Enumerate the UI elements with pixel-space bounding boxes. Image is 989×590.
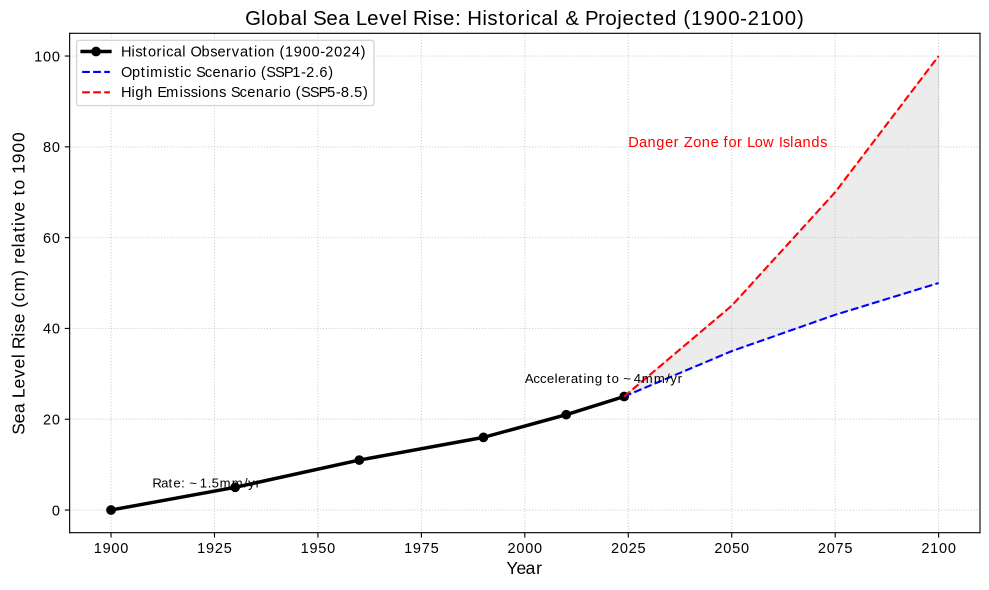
svg-text:2025: 2025 — [611, 541, 646, 557]
svg-text:1925: 1925 — [197, 541, 232, 557]
svg-text:1900: 1900 — [94, 541, 129, 557]
svg-text:Danger Zone for Low Islands: Danger Zone for Low Islands — [628, 135, 827, 151]
svg-text:2000: 2000 — [508, 541, 543, 557]
svg-text:1975: 1975 — [404, 541, 439, 557]
svg-text:80: 80 — [43, 140, 60, 156]
svg-text:2100: 2100 — [921, 541, 956, 557]
svg-text:Global Sea Level Rise: Histori: Global Sea Level Rise: Historical & Proj… — [245, 8, 804, 30]
svg-text:1950: 1950 — [301, 541, 336, 557]
svg-text:Year: Year — [506, 558, 542, 578]
svg-text:60: 60 — [43, 231, 60, 247]
svg-text:Optimistic Scenario (SSP1-2.6): Optimistic Scenario (SSP1-2.6) — [121, 65, 333, 81]
svg-text:Sea Level Rise (cm) relative t: Sea Level Rise (cm) relative to 1900 — [8, 132, 28, 435]
svg-text:Historical Observation (1900-2: Historical Observation (1900-2024) — [121, 44, 365, 60]
svg-text:Accelerating to ~4mm/yr: Accelerating to ~4mm/yr — [525, 371, 683, 386]
svg-text:2050: 2050 — [714, 541, 749, 557]
svg-text:40: 40 — [43, 322, 60, 338]
svg-text:0: 0 — [52, 503, 60, 519]
svg-text:High Emissions Scenario (SSP5-: High Emissions Scenario (SSP5-8.5) — [121, 85, 368, 101]
svg-text:100: 100 — [34, 49, 60, 65]
svg-text:2075: 2075 — [818, 541, 853, 557]
svg-text:Rate: ~1.5mm/yr: Rate: ~1.5mm/yr — [152, 475, 260, 490]
svg-text:20: 20 — [43, 413, 60, 429]
